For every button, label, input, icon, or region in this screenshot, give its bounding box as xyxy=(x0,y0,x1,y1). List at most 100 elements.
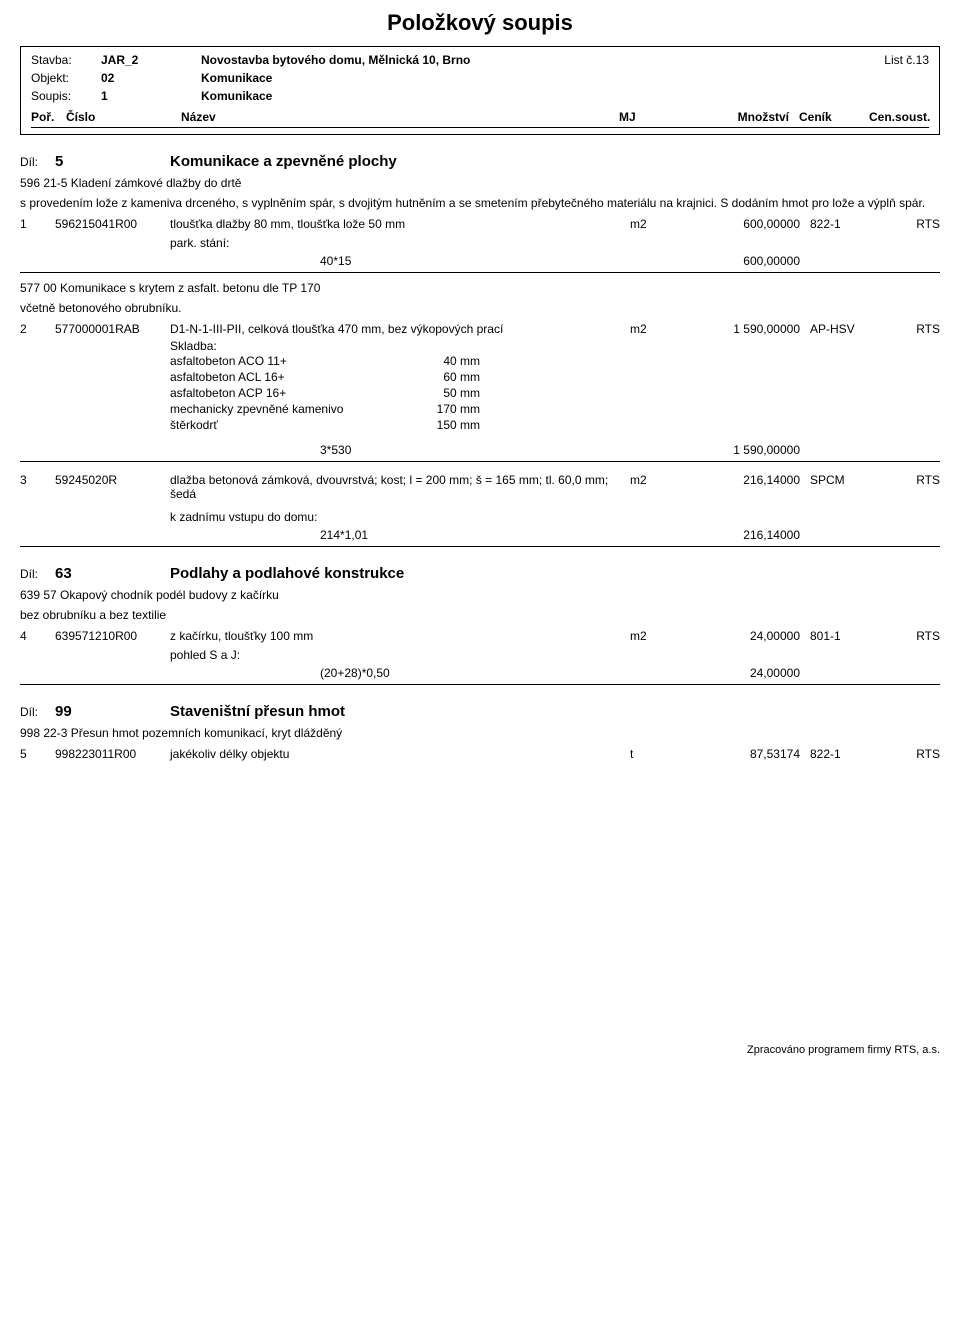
dil-63-section: Díl: 63 Podlahy a podlahové konstrukce 6… xyxy=(20,565,940,685)
soupis-label: Soupis: xyxy=(31,89,101,103)
item-censoust: RTS xyxy=(880,217,940,231)
stavba-text: Novostavba bytového domu, Mělnická 10, B… xyxy=(201,53,884,67)
dil-title: Podlahy a podlahové konstrukce xyxy=(170,565,404,582)
sub-heading: 998 22-3 Přesun hmot pozemních komunikac… xyxy=(20,726,940,740)
objekt-code: 02 xyxy=(101,71,201,85)
objekt-text: Komunikace xyxy=(201,71,929,85)
col-nazev: Název xyxy=(181,110,619,124)
item-por: 3 xyxy=(20,473,55,501)
item-mj: m2 xyxy=(630,629,680,643)
calc-result: 24,00000 xyxy=(680,666,800,680)
document-title: Položkový soupis xyxy=(20,10,940,36)
item-cislo: 639571210R00 xyxy=(55,629,170,643)
item-por: 5 xyxy=(20,747,55,761)
calc-expr: 214*1,01 xyxy=(170,528,630,542)
item-nazev: tloušťka dlažby 80 mm, tloušťka lože 50 … xyxy=(170,217,630,231)
item-cislo: 59245020R xyxy=(55,473,170,501)
sub-heading: 596 21-5 Kladení zámkové dlažby do drtě xyxy=(20,176,940,190)
item-censoust: RTS xyxy=(880,473,940,501)
objekt-label: Objekt: xyxy=(31,71,101,85)
skladba-label: Skladba: xyxy=(170,339,940,353)
item-censoust: RTS xyxy=(880,629,940,643)
footer-text: Zpracováno programem firmy RTS, a.s. xyxy=(20,1044,940,1056)
header-box: Stavba: JAR_2 Novostavba bytového domu, … xyxy=(20,46,940,135)
dil-num: 5 xyxy=(55,153,170,170)
item-cenik: AP-HSV xyxy=(800,322,880,336)
stavba-code: JAR_2 xyxy=(101,53,201,67)
item-nazev: dlažba betonová zámková, dvouvrstvá; kos… xyxy=(170,473,630,501)
dil-label: Díl: xyxy=(20,155,55,169)
sub-heading: 577 00 Komunikace s krytem z asfalt. bet… xyxy=(20,281,940,295)
item-mj: m2 xyxy=(630,473,680,501)
calc-label: park. stání: xyxy=(20,236,940,250)
dil-num: 63 xyxy=(55,565,170,582)
col-mnoz: Množství xyxy=(669,110,789,124)
item-row: 4 639571210R00 z kačírku, tloušťky 100 m… xyxy=(20,626,940,646)
skl-left: mechanicky zpevněné kamenivo xyxy=(170,402,400,416)
item-censoust: RTS xyxy=(880,747,940,761)
skl-right: 170 mm xyxy=(400,402,480,416)
skl-left: asfaltobeton ACL 16+ xyxy=(170,370,400,384)
item-nazev: jakékoliv délky objektu xyxy=(170,747,630,761)
item-row: 5 998223011R00 jakékoliv délky objektu t… xyxy=(20,744,940,764)
item-por: 2 xyxy=(20,322,55,336)
soupis-code: 1 xyxy=(101,89,201,103)
skl-right: 50 mm xyxy=(400,386,480,400)
dil-label: Díl: xyxy=(20,705,55,719)
stavba-label: Stavba: xyxy=(31,53,101,67)
skl-right: 150 mm xyxy=(400,418,480,432)
item-mnoz: 87,53174 xyxy=(680,747,800,761)
calc-result: 216,14000 xyxy=(680,528,800,542)
item-cenik: 801-1 xyxy=(800,629,880,643)
item-mnoz: 24,00000 xyxy=(680,629,800,643)
item-nazev: D1-N-1-III-PII, celková tloušťka 470 mm,… xyxy=(170,322,630,336)
calc-result: 1 590,00000 xyxy=(680,443,800,457)
item-cislo: 596215041R00 xyxy=(55,217,170,231)
item-cislo: 998223011R00 xyxy=(55,747,170,761)
item-por: 1 xyxy=(20,217,55,231)
sub-heading: 639 57 Okapový chodník podél budovy z ka… xyxy=(20,588,940,602)
dil-label: Díl: xyxy=(20,567,55,581)
sub-description: včetně betonového obrubníku. xyxy=(20,301,940,315)
col-censoust: Cen.soust. xyxy=(869,110,929,124)
item-cenik: 822-1 xyxy=(800,217,880,231)
calc-result: 600,00000 xyxy=(680,254,800,268)
item-cislo: 577000001RAB xyxy=(55,322,170,336)
col-por: Poř. xyxy=(31,110,66,124)
calc-expr: 40*15 xyxy=(170,254,630,268)
item-cenik: 822-1 xyxy=(800,747,880,761)
calc-label: k zadnímu vstupu do domu: xyxy=(20,510,940,524)
item-mj: m2 xyxy=(630,217,680,231)
soupis-text: Komunikace xyxy=(201,89,929,103)
item-mnoz: 600,00000 xyxy=(680,217,800,231)
item-mnoz: 1 590,00000 xyxy=(680,322,800,336)
column-header-row: Poř. Číslo Název MJ Množství Ceník Cen.s… xyxy=(31,107,929,128)
calc-label: pohled S a J: xyxy=(20,648,940,662)
item-por: 4 xyxy=(20,629,55,643)
item-mj: t xyxy=(630,747,680,761)
skl-right: 40 mm xyxy=(400,354,480,368)
item-mj: m2 xyxy=(630,322,680,336)
sub-description: s provedením lože z kameniva drceného, s… xyxy=(20,196,940,210)
item-censoust: RTS xyxy=(880,322,940,336)
dil-title: Staveništní přesun hmot xyxy=(170,703,345,720)
sub-description: bez obrubníku a bez textilie xyxy=(20,608,940,622)
calc-expr: 3*530 xyxy=(170,443,630,457)
item-row: 2 577000001RAB D1-N-1-III-PII, celková t… xyxy=(20,319,940,339)
item-nazev: z kačírku, tloušťky 100 mm xyxy=(170,629,630,643)
col-cislo: Číslo xyxy=(66,110,181,124)
col-mj: MJ xyxy=(619,110,669,124)
skl-left: asfaltobeton ACO 11+ xyxy=(170,354,400,368)
skl-left: štěrkodrť xyxy=(170,418,400,432)
list-number: List č.13 xyxy=(884,53,929,67)
item-row: 3 59245020R dlažba betonová zámková, dvo… xyxy=(20,470,940,504)
item-row: 1 596215041R00 tloušťka dlažby 80 mm, tl… xyxy=(20,214,940,234)
dil-title: Komunikace a zpevněné plochy xyxy=(170,153,397,170)
col-cenik: Ceník xyxy=(789,110,869,124)
dil-99-section: Díl: 99 Staveništní přesun hmot 998 22-3… xyxy=(20,703,940,764)
skl-right: 60 mm xyxy=(400,370,480,384)
skl-left: asfaltobeton ACP 16+ xyxy=(170,386,400,400)
item-cenik: SPCM xyxy=(800,473,880,501)
calc-expr: (20+28)*0,50 xyxy=(170,666,630,680)
item-mnoz: 216,14000 xyxy=(680,473,800,501)
